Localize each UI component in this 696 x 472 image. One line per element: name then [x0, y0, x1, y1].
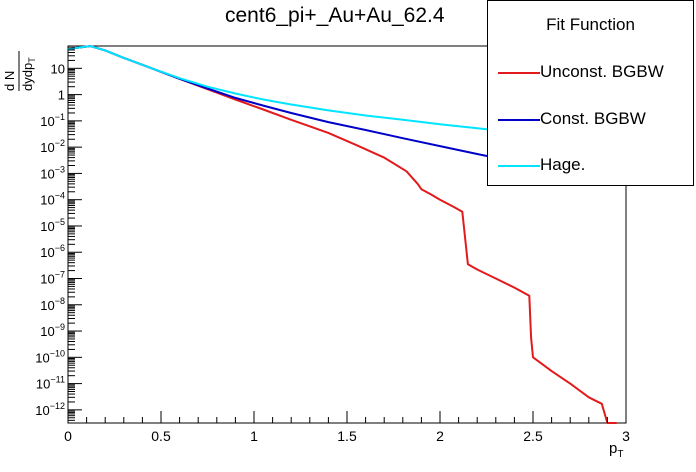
y-tick-label: 10−9	[40, 322, 65, 339]
legend: Fit Function Unconst. BGBW Const. BGBW H…	[487, 0, 694, 186]
legend-label: Unconst. BGBW	[540, 62, 664, 81]
y-axis-label-numerator: d N	[2, 71, 17, 91]
legend-swatch-blue	[498, 119, 540, 121]
legend-item-hage: Hage.	[488, 154, 693, 178]
x-tick-label: 3	[622, 428, 630, 444]
x-tick-label: 2	[436, 428, 444, 444]
y-axis-label-subscript: T	[27, 57, 37, 63]
svg-text:dydpT: dydpT	[20, 57, 37, 91]
y-tick-label: 10−5	[40, 217, 65, 234]
y-tick-label: 10−6	[40, 243, 65, 260]
y-tick-label: 10−2	[40, 138, 65, 155]
x-tick-label: 1	[250, 428, 258, 444]
y-tick-label: 10−12	[35, 401, 65, 418]
y-tick-label: 10−11	[36, 375, 65, 392]
y-axis-label-denominator: dydp	[20, 63, 35, 91]
chart-title: cent6_pi+_Au+Au_62.4	[225, 4, 445, 27]
x-tick-label: 0	[64, 428, 72, 444]
legend-swatch-cyan	[498, 165, 540, 167]
legend-label: Hage.	[540, 155, 586, 174]
legend-item-const-bgbw: Const. BGBW	[488, 108, 693, 132]
x-axis-label: pT	[609, 440, 623, 460]
y-tick-label: 10−4	[40, 191, 65, 208]
y-tick-label: 10−8	[40, 296, 65, 313]
legend-swatch-red	[498, 72, 540, 74]
x-axis-label-main: p	[609, 440, 618, 457]
y-tick-label: 1	[58, 88, 65, 103]
x-tick-label: 0.5	[151, 428, 171, 444]
y-tick-label: 10−10	[35, 348, 65, 365]
y-axis-label: d N dydpT	[0, 46, 40, 96]
y-tick-label: 10	[51, 61, 65, 76]
y-tick-label: 10−3	[40, 164, 65, 181]
x-tick-label: 2.5	[523, 428, 543, 444]
x-tick-label: 1.5	[337, 428, 357, 444]
legend-header: Fit Function	[546, 15, 635, 34]
legend-label: Const. BGBW	[540, 109, 646, 128]
y-tick-label: 10−1	[40, 112, 65, 129]
x-axis-label-subscript: T	[617, 449, 624, 460]
y-tick-label: 10−7	[40, 270, 65, 287]
ticks: 0 0.5 1 1.5 2 2.5 3 10 1 10−1 10−2 10−3 10−4 10−5 10−6…	[35, 45, 630, 444]
legend-item-unconst-bgbw: Unconst. BGBW	[488, 61, 693, 85]
